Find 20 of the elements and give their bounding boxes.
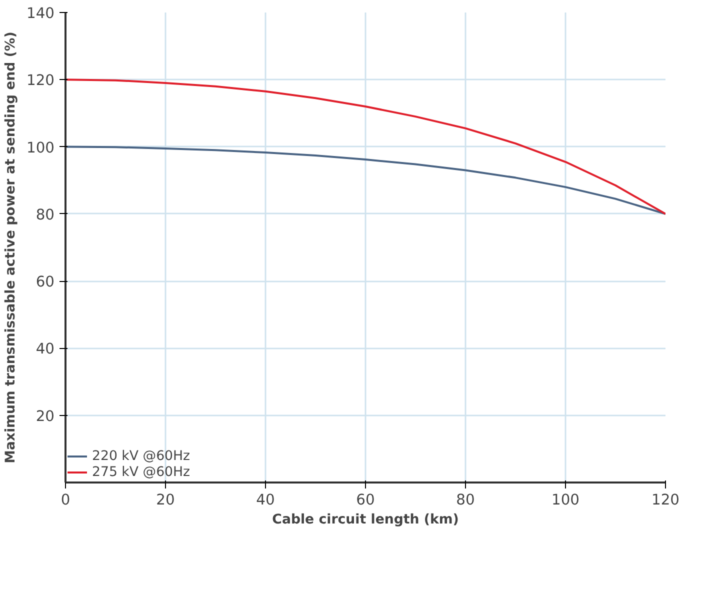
y-tick-label: 80	[36, 206, 55, 224]
y-tick-label: 120	[26, 72, 55, 90]
legend-label: 275 kV @60Hz	[92, 464, 190, 480]
y-tick-label: 20	[36, 408, 55, 425]
y-tick-label: 140	[26, 5, 55, 22]
x-tick-label: 60	[356, 492, 375, 508]
x-axis-title: Cable circuit length (km)	[272, 512, 459, 528]
x-tick-label: 20	[156, 492, 175, 508]
y-axis-title: Maximum transmissable active power at sending end (%)	[4, 32, 19, 464]
x-tick-label: 40	[256, 492, 275, 508]
line-series	[66, 78, 666, 215]
x-tick-label: 100	[552, 492, 580, 508]
x-tick-label: 120	[652, 492, 680, 508]
legend-label: 220 kV @60Hz	[92, 448, 190, 464]
x-tick-label: 0	[60, 492, 70, 508]
y-tick-label: 100	[26, 139, 55, 156]
line-series	[66, 146, 666, 215]
y-tick-label: 40	[36, 340, 55, 358]
x-tick-label: 80	[456, 492, 475, 508]
y-tick-label: 60	[36, 274, 55, 291]
